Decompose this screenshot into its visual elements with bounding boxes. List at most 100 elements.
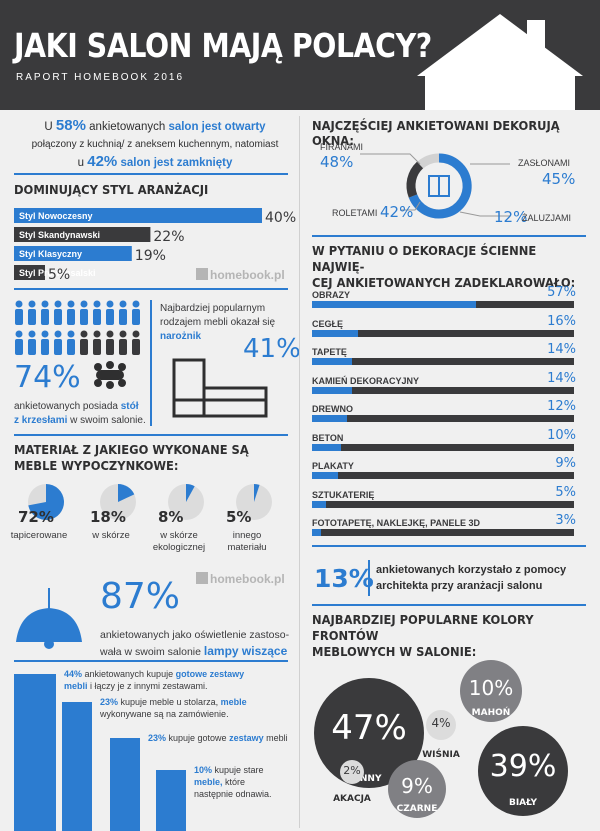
material-value: 8%	[158, 508, 184, 526]
color-bubble: 10% MAHOŃ	[460, 660, 522, 722]
color-value: 2%	[343, 763, 361, 777]
person-icon	[15, 300, 23, 325]
step-text: 23% kupuje gotowe zestawy mebli	[148, 732, 348, 744]
style-bar-label: Styl Prowansalski	[19, 268, 96, 278]
step-desc: kupuje gotowe	[168, 733, 230, 743]
wall-category-label: KAMIEŃ DEKORACYJNY	[312, 375, 420, 386]
wall-track	[312, 472, 574, 479]
color-label: CZARNE	[396, 804, 438, 814]
style-bar	[14, 246, 132, 261]
material-slice	[186, 484, 195, 502]
material-pies: 72% tapicerowane 18% w skórze 8% w skórze eko…	[0, 478, 300, 558]
person-icon	[41, 300, 49, 325]
style-chart: Styl Nowoczesny 40% Styl Skandynawski 22% St…	[14, 208, 296, 280]
step-text: 44% ankietowanych kupuje gotowe zestawy …	[64, 668, 264, 692]
wall-track	[312, 529, 574, 536]
color-value: 39%	[489, 748, 557, 784]
material-value: 18%	[90, 508, 126, 526]
color-bubble: 39% BIAŁY	[478, 726, 568, 816]
person-icon	[28, 330, 36, 355]
zaslonami-label: ZASŁONAMI	[518, 158, 571, 168]
style-bar-value: 22%	[153, 229, 184, 245]
wall-bar	[312, 472, 338, 479]
wall-value: 12%	[547, 399, 576, 414]
color-label: WIŚNIA	[422, 750, 460, 760]
column-divider	[299, 116, 300, 828]
color-label: INNY	[356, 774, 382, 784]
wall-bar	[312, 529, 321, 536]
wall-bar	[312, 386, 353, 394]
color-bubble: 2% AKACJA	[333, 760, 371, 804]
divider	[312, 545, 586, 547]
wall-track	[312, 358, 574, 365]
wall-bar	[312, 415, 347, 422]
wall-value: 16%	[547, 313, 576, 329]
person-icon	[67, 330, 75, 355]
material-slice	[118, 484, 135, 502]
color-label: BIAŁY	[508, 798, 538, 808]
wall-track	[312, 386, 574, 394]
step-desc: kupuje stare	[214, 765, 264, 775]
colors-bubbles: 47% INNY 10% MAHOŃ 4% WIŚNIA 2% AKACJA 9% CZARNE 3…	[300, 650, 600, 831]
material-pie	[236, 484, 272, 520]
step-bar	[110, 738, 140, 831]
homebook-watermark: homebook.pl	[196, 572, 285, 586]
person-icon	[119, 300, 127, 325]
style-bar-value: 40%	[265, 210, 296, 226]
color-label: MAHOŃ	[471, 708, 511, 718]
step-highlight: meble	[220, 697, 247, 707]
page-title: JAKI SALON MAJĄ POLACY?	[14, 26, 432, 65]
person-icon	[132, 300, 140, 325]
divider-vertical	[368, 560, 370, 596]
step-bar	[14, 674, 56, 831]
person-icon	[80, 300, 88, 325]
dining-table-icon	[94, 361, 126, 389]
wall-category-label: DREWNO	[312, 404, 353, 414]
person-icon	[15, 330, 23, 355]
wall-bar	[312, 301, 476, 308]
person-icon	[80, 330, 88, 355]
wall-category-label: OBRAZY	[312, 290, 350, 300]
color-value: 4%	[431, 716, 451, 730]
roletami-label: ROLETAMI	[332, 208, 378, 218]
pendant-lamp-icon	[16, 588, 82, 649]
firanami-label: FIRANAMI	[320, 142, 364, 152]
step-desc: ankietowanych kupuje	[84, 669, 176, 679]
color-bubble: 4% WIŚNIA	[422, 710, 460, 760]
material-pie	[28, 484, 64, 520]
zaslonami-value: 45%	[542, 170, 576, 188]
wall-value: 3%	[555, 513, 576, 528]
person-icon	[132, 330, 140, 355]
colors-section-title: NAJBARDZIEJ POPULARNE KOLORY FRONTÓW MEBL…	[312, 612, 534, 659]
style-bar	[14, 227, 151, 242]
window-donut	[406, 153, 472, 219]
window-leader-lines	[360, 153, 510, 217]
step-percent: 23%	[100, 697, 121, 707]
material-value: 72%	[18, 508, 54, 526]
person-icon	[106, 330, 114, 355]
material-pie	[168, 484, 204, 520]
step-text: 23% kupuje meble u stolarza, meble wykon…	[100, 696, 300, 720]
material-label: tapicerowane	[10, 530, 68, 541]
material-label: w skórze ekologicznej	[152, 530, 206, 553]
style-bar	[14, 265, 45, 280]
style-bar-label: Styl Klasyczny	[19, 249, 82, 259]
divider	[312, 235, 586, 237]
material-slice	[28, 484, 64, 520]
wall-category-label: TAPETĘ	[312, 347, 347, 357]
wall-value: 57%	[547, 285, 576, 300]
step-desc: wykonywane są na zamówienie.	[100, 709, 229, 719]
style-bar	[14, 208, 262, 223]
person-icon	[93, 300, 101, 325]
divider	[14, 173, 288, 175]
homebook-watermark: homebook.pl	[196, 268, 285, 282]
wall-value: 5%	[555, 484, 576, 500]
step-percent: 23%	[148, 733, 169, 743]
divider-vertical	[150, 300, 152, 426]
person-icon	[41, 330, 49, 355]
step-bar	[62, 702, 92, 831]
corner-sofa-icon	[172, 358, 268, 418]
style-bar-value: 5%	[48, 267, 70, 280]
wall-category-label: PLAKATY	[312, 461, 354, 471]
divider	[14, 660, 288, 662]
